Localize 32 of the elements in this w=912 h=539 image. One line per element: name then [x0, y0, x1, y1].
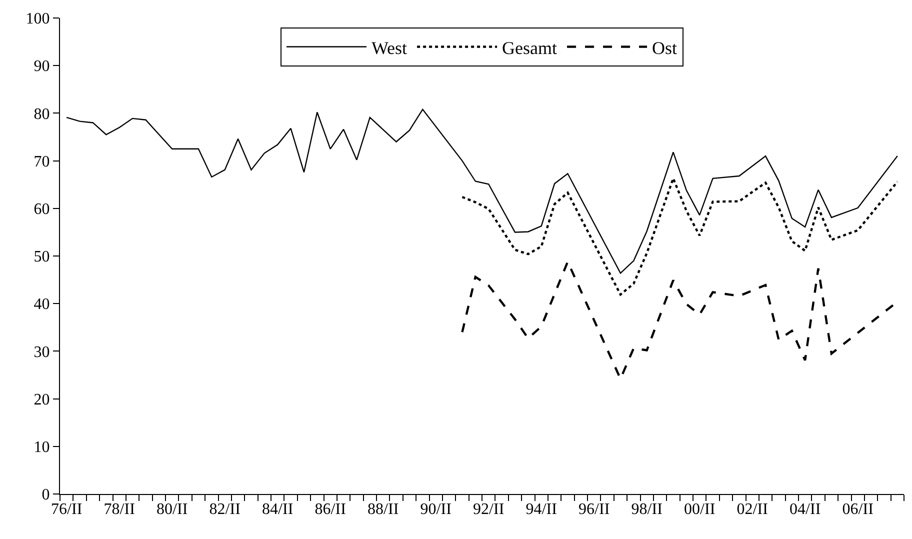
legend-label: Ost	[652, 38, 678, 58]
y-tick-label: 40	[34, 296, 50, 314]
x-tick-label: 82/II	[209, 501, 240, 518]
x-tick-label: 98/II	[631, 501, 662, 518]
y-tick-label: 90	[34, 58, 50, 76]
y-tick-label: 80	[34, 106, 50, 123]
y-tick-label: 70	[34, 153, 50, 170]
x-tick-label: 84/II	[262, 501, 294, 518]
y-tick-label: 0	[42, 486, 50, 504]
legend-label: West	[372, 38, 408, 58]
y-tick-label: 50	[34, 248, 50, 266]
line-series	[461, 177, 899, 296]
x-tick-label: 96/II	[578, 501, 610, 518]
y-tick-label: 30	[34, 344, 50, 361]
x-tick-label: 80/II	[156, 501, 188, 518]
x-tick-label: 78/II	[104, 501, 135, 518]
x-tick-label: 04/II	[790, 501, 821, 518]
y-tick-label: 60	[34, 201, 50, 218]
x-tick-label: 86/II	[314, 501, 346, 518]
x-tick-label: 92/II	[473, 501, 504, 518]
x-tick-label: 94/II	[526, 501, 557, 518]
x-tick-label: 76/II	[51, 501, 82, 518]
y-tick-label: 20	[34, 391, 50, 408]
x-tick-label: 02/II	[736, 501, 768, 518]
y-tick-label: 100	[26, 10, 50, 28]
x-tick-label: 90/II	[420, 501, 452, 518]
line-series	[66, 108, 898, 274]
x-tick-label: 00/II	[684, 501, 716, 518]
x-tick-label: 06/II	[842, 501, 874, 518]
x-tick-label: 88/II	[368, 501, 399, 518]
y-tick-label: 10	[34, 439, 50, 456]
legend-label: Gesamt	[502, 38, 558, 58]
